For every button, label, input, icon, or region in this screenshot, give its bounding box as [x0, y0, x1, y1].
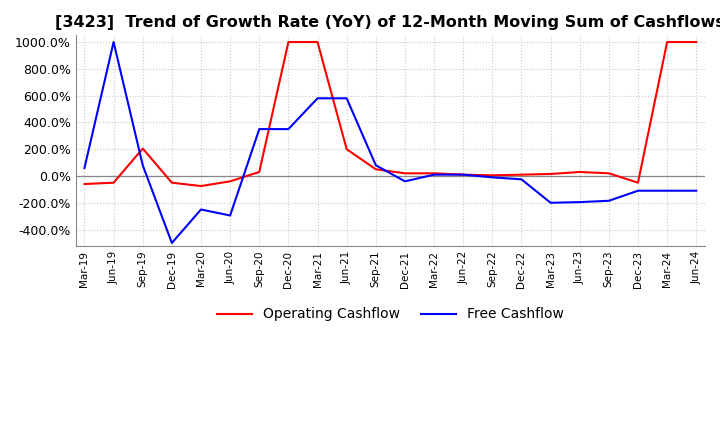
Title: [3423]  Trend of Growth Rate (YoY) of 12-Month Moving Sum of Cashflows: [3423] Trend of Growth Rate (YoY) of 12-…: [55, 15, 720, 30]
Operating Cashflow: [517, 172, 526, 177]
Free Cashflow: [284, 126, 293, 132]
Free Cashflow: [634, 188, 642, 193]
Free Cashflow: [138, 163, 147, 168]
Operating Cashflow: [342, 147, 351, 152]
Free Cashflow: [488, 175, 497, 180]
Operating Cashflow: [634, 180, 642, 185]
Operating Cashflow: [663, 40, 672, 45]
Free Cashflow: [400, 179, 409, 184]
Free Cashflow: [372, 163, 380, 168]
Free Cashflow: [313, 95, 322, 101]
Line: Free Cashflow: Free Cashflow: [84, 42, 696, 243]
Operating Cashflow: [109, 180, 118, 185]
Free Cashflow: [109, 40, 118, 45]
Free Cashflow: [255, 126, 264, 132]
Operating Cashflow: [313, 40, 322, 45]
Free Cashflow: [575, 199, 584, 205]
Operating Cashflow: [168, 180, 176, 185]
Legend: Operating Cashflow, Free Cashflow: Operating Cashflow, Free Cashflow: [212, 302, 569, 327]
Free Cashflow: [197, 207, 205, 212]
Free Cashflow: [605, 198, 613, 203]
Free Cashflow: [430, 172, 438, 177]
Operating Cashflow: [546, 171, 555, 176]
Free Cashflow: [546, 200, 555, 205]
Line: Operating Cashflow: Operating Cashflow: [84, 42, 696, 186]
Free Cashflow: [168, 240, 176, 246]
Free Cashflow: [342, 95, 351, 101]
Free Cashflow: [663, 188, 672, 193]
Operating Cashflow: [226, 179, 235, 184]
Operating Cashflow: [575, 169, 584, 175]
Operating Cashflow: [372, 167, 380, 172]
Operating Cashflow: [138, 146, 147, 151]
Operating Cashflow: [255, 169, 264, 175]
Operating Cashflow: [400, 171, 409, 176]
Operating Cashflow: [459, 172, 467, 177]
Free Cashflow: [226, 213, 235, 218]
Operating Cashflow: [692, 40, 701, 45]
Operating Cashflow: [488, 172, 497, 178]
Operating Cashflow: [430, 171, 438, 176]
Free Cashflow: [517, 177, 526, 182]
Free Cashflow: [692, 188, 701, 193]
Free Cashflow: [80, 165, 89, 171]
Operating Cashflow: [605, 171, 613, 176]
Free Cashflow: [459, 172, 467, 177]
Operating Cashflow: [197, 183, 205, 189]
Operating Cashflow: [284, 40, 293, 45]
Operating Cashflow: [80, 181, 89, 187]
